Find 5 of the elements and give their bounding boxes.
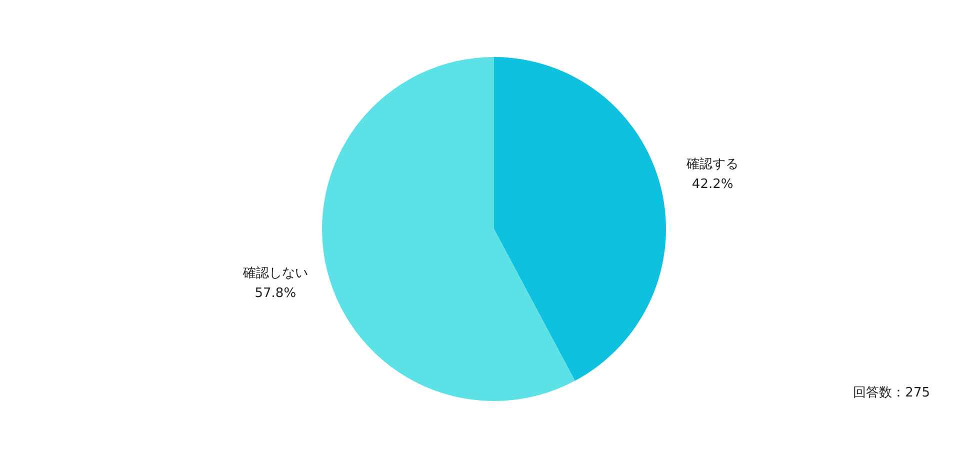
data-label: 57.8% [254, 286, 296, 302]
data-label: 42.2% [692, 176, 734, 192]
text: 回答数：275 [853, 386, 930, 401]
slice-label: 確認する [686, 156, 739, 172]
slice-label: 確認しない [242, 266, 308, 282]
